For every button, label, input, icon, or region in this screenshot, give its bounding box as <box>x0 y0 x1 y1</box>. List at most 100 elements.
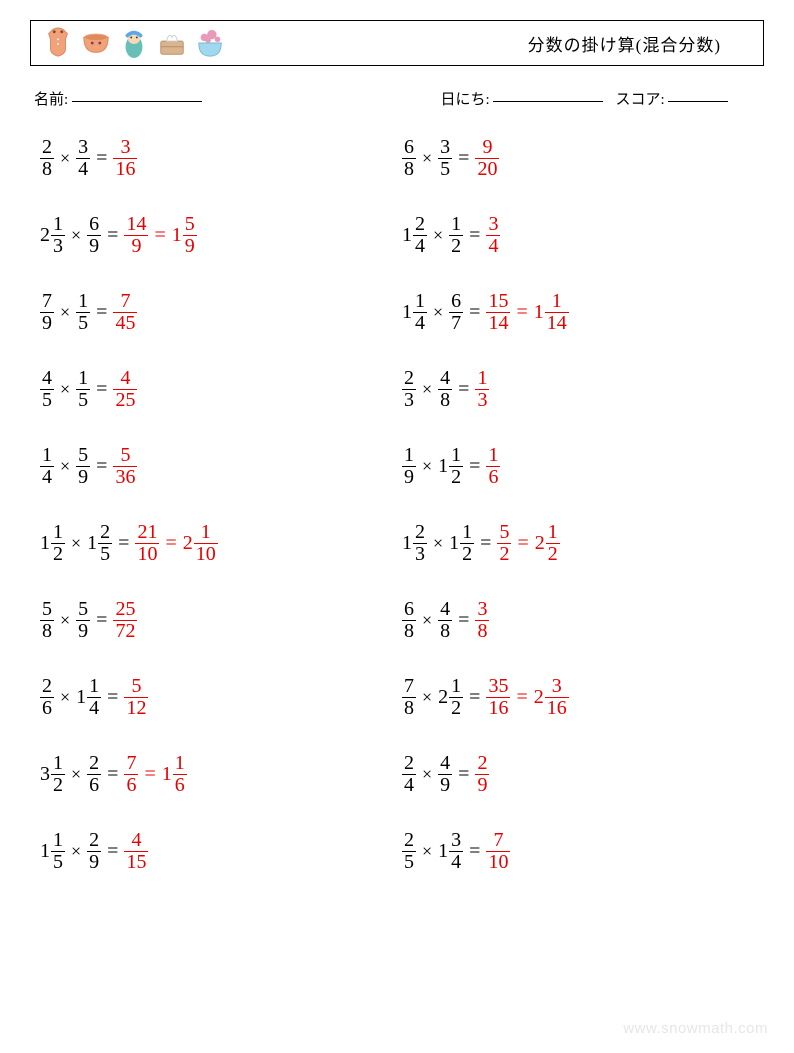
worksheet-page: 分数の掛け算(混合分数) 名前: 日にち: スコア: 28×34=31668×3… <box>0 0 794 1053</box>
mixed-number: 116 <box>162 753 187 796</box>
mixed-number: 212 <box>438 676 463 719</box>
mixed-number: 2316 <box>534 676 569 719</box>
fraction: 28 <box>40 137 54 180</box>
equals-op: = <box>458 763 469 786</box>
mixed-number: 112 <box>449 522 474 565</box>
mixed-number: 112 <box>40 522 65 565</box>
fraction: 67 <box>449 291 463 334</box>
fraction: 920 <box>475 137 499 180</box>
equals-op: = <box>165 532 176 555</box>
fraction: 14 <box>413 291 427 334</box>
fraction: 15 <box>76 291 90 334</box>
bowl-icon <box>81 26 111 60</box>
mixed-number: 114 <box>76 676 101 719</box>
equals-op: = <box>107 840 118 863</box>
date-label: 日にち: <box>441 92 490 108</box>
fraction: 12 <box>51 522 65 565</box>
multiply-op: × <box>71 764 81 785</box>
mixed-number: 123 <box>402 522 427 565</box>
fraction: 59 <box>76 445 90 488</box>
equals-op: = <box>118 532 129 555</box>
onesie-icon <box>43 26 73 60</box>
washing-icon <box>195 26 225 60</box>
mixed-number: 114 <box>402 291 427 334</box>
equals-op: = <box>96 455 107 478</box>
multiply-op: × <box>60 148 70 169</box>
header-box: 分数の掛け算(混合分数) <box>30 20 764 66</box>
meta-date: 日にち: <box>441 88 604 109</box>
fraction: 316 <box>545 676 569 719</box>
multiply-op: × <box>433 225 443 246</box>
fraction: 38 <box>475 599 489 642</box>
multiply-op: × <box>60 379 70 400</box>
equals-op: = <box>517 532 528 555</box>
multiply-op: × <box>71 841 81 862</box>
fraction: 26 <box>87 753 101 796</box>
multiply-op: × <box>422 764 432 785</box>
equals-op: = <box>96 609 107 632</box>
problem: 26×114=512 <box>40 676 392 719</box>
fraction: 110 <box>194 522 218 565</box>
problem: 24×49=29 <box>402 753 754 796</box>
fraction: 16 <box>173 753 187 796</box>
multiply-op: × <box>422 610 432 631</box>
score-blank <box>668 100 728 102</box>
fraction: 23 <box>413 522 427 565</box>
mixed-number: 159 <box>172 214 197 257</box>
multiply-op: × <box>422 148 432 169</box>
multiply-op: × <box>60 456 70 477</box>
fraction: 12 <box>460 522 474 565</box>
fraction: 16 <box>486 445 500 488</box>
problem: 312×26=76=116 <box>40 753 392 796</box>
equals-op: = <box>516 301 527 324</box>
fraction: 25 <box>98 522 112 565</box>
problem: 112×125=2110=2110 <box>40 522 392 565</box>
fraction: 425 <box>113 368 137 411</box>
multiply-op: × <box>422 841 432 862</box>
fraction: 59 <box>76 599 90 642</box>
mixed-number: 1114 <box>534 291 569 334</box>
problem: 79×15=745 <box>40 291 392 334</box>
multiply-op: × <box>71 225 81 246</box>
date-blank <box>493 100 603 102</box>
fraction: 45 <box>40 368 54 411</box>
fraction: 29 <box>87 830 101 873</box>
fraction: 48 <box>438 599 452 642</box>
problem: 45×15=425 <box>40 368 392 411</box>
multiply-op: × <box>60 302 70 323</box>
problem: 19×112=16 <box>402 445 754 488</box>
fraction: 69 <box>87 214 101 257</box>
worksheet-title: 分数の掛け算(混合分数) <box>528 31 721 56</box>
problem: 23×48=13 <box>402 368 754 411</box>
fraction: 78 <box>402 676 416 719</box>
fraction: 49 <box>438 753 452 796</box>
equals-op: = <box>469 224 480 247</box>
fraction: 76 <box>124 753 138 796</box>
fraction: 24 <box>402 753 416 796</box>
fraction: 52 <box>497 522 511 565</box>
equals-op: = <box>96 301 107 324</box>
multiply-op: × <box>433 533 443 554</box>
fraction: 149 <box>124 214 148 257</box>
fraction: 15 <box>76 368 90 411</box>
multiply-op: × <box>60 687 70 708</box>
fraction: 3516 <box>486 676 510 719</box>
equals-op: = <box>516 686 527 709</box>
fraction: 14 <box>87 676 101 719</box>
fraction: 35 <box>438 137 452 180</box>
header-icons <box>43 26 225 60</box>
problem: 123×112=52=212 <box>402 522 754 565</box>
fraction: 68 <box>402 137 416 180</box>
fraction: 59 <box>183 214 197 257</box>
fraction: 13 <box>51 214 65 257</box>
mixed-number: 212 <box>535 522 560 565</box>
fraction: 34 <box>76 137 90 180</box>
problem: 25×134=710 <box>402 830 754 873</box>
fraction: 12 <box>51 753 65 796</box>
fraction: 12 <box>449 214 463 257</box>
equals-op: = <box>458 147 469 170</box>
meta-score: スコア: <box>615 88 728 109</box>
fraction: 13 <box>475 368 489 411</box>
mixed-number: 312 <box>40 753 65 796</box>
fraction: 79 <box>40 291 54 334</box>
